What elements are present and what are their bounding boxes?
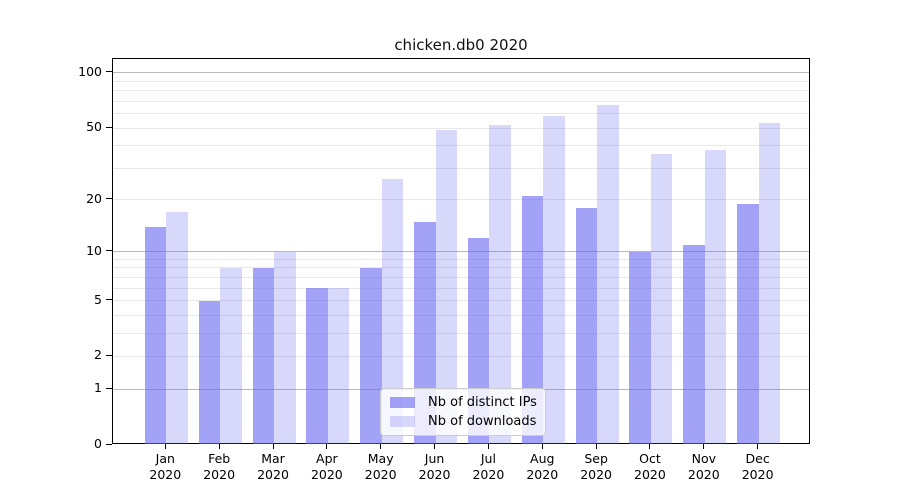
bar-distinct-ips-aug	[521, 195, 544, 444]
bar-distinct-ips-apr	[306, 288, 328, 444]
gridline-minor-5	[113, 300, 809, 302]
gridline-minor-3	[113, 332, 809, 334]
gridline-minor-30	[113, 167, 809, 169]
legend-swatch-distinct-ips-icon	[390, 397, 415, 408]
bar-distinct-ips-feb	[198, 300, 221, 444]
x-tick-mark-aug	[541, 444, 543, 449]
bar-downloads-aug	[543, 116, 565, 444]
x-tick-mark-sep	[595, 444, 597, 449]
x-tick-label-mar: Mar 2020	[257, 451, 289, 482]
bar-downloads-jun	[435, 129, 458, 444]
x-tick-mark-jul	[487, 444, 489, 449]
bar-downloads-sep	[597, 104, 619, 444]
x-tick-mark-dec	[757, 444, 759, 449]
bar-distinct-ips-may	[360, 267, 382, 444]
y-tick-mark-0	[106, 443, 112, 445]
y-tick-mark-50	[106, 126, 112, 128]
gridline-minor-7	[113, 276, 809, 278]
bar-downloads-apr	[327, 288, 350, 444]
bar-downloads-may	[381, 179, 404, 444]
bar-downloads-nov	[704, 149, 727, 444]
gridline-minor-70	[113, 100, 809, 102]
bar-downloads-oct	[650, 153, 673, 444]
gridline-minor-20	[113, 199, 809, 201]
x-tick-label-feb: Feb 2020	[203, 451, 236, 482]
bar-distinct-ips-nov	[683, 244, 705, 444]
gridline-minor-50	[113, 127, 809, 129]
y-tick-mark-5	[106, 299, 112, 301]
x-tick-label-sep: Sep 2020	[580, 451, 612, 482]
gridline-minor-80	[113, 90, 809, 92]
y-tick-label-10: 10	[86, 242, 102, 258]
x-tick-label-dec: Dec 2020	[741, 451, 774, 482]
bar-distinct-ips-mar	[252, 267, 274, 444]
bar-distinct-ips-oct	[629, 251, 651, 444]
x-tick-label-may: May 2020	[364, 451, 397, 482]
x-tick-label-apr: Apr 2020	[310, 451, 343, 482]
y-tick-label-100: 100	[78, 63, 102, 79]
bar-distinct-ips-sep	[575, 207, 598, 444]
legend: Nb of distinct IPs Nb of downloads	[380, 388, 546, 436]
y-tick-label-5: 5	[94, 291, 102, 307]
y-tick-mark-20	[106, 198, 112, 200]
gridline-minor-4	[113, 314, 809, 316]
gridline-minor-6	[113, 287, 809, 289]
x-tick-label-jan: Jan 2020	[149, 451, 182, 482]
bar-downloads-jul	[489, 124, 511, 444]
y-tick-mark-10	[106, 250, 112, 252]
x-tick-mark-may	[380, 444, 382, 449]
x-tick-label-jun: Jun 2020	[418, 451, 451, 482]
x-tick-mark-nov	[703, 444, 705, 449]
bar-downloads-mar	[274, 251, 296, 444]
gridline-major-100	[113, 72, 809, 74]
gridline-minor-2	[113, 355, 809, 357]
gridline-minor-90	[113, 80, 809, 82]
x-tick-mark-feb	[218, 444, 220, 449]
legend-item-downloads: Nb of downloads	[390, 414, 536, 429]
legend-label-downloads: Nb of downloads	[428, 414, 537, 429]
x-tick-mark-jan	[164, 444, 166, 449]
x-tick-label-jul: Jul 2020	[472, 451, 505, 482]
x-tick-label-oct: Oct 2020	[634, 451, 666, 482]
y-tick-mark-100	[106, 71, 112, 73]
y-tick-mark-1	[106, 387, 112, 389]
bar-downloads-jan	[166, 212, 188, 444]
x-tick-mark-mar	[272, 444, 274, 449]
bar-distinct-ips-dec	[737, 203, 759, 444]
y-tick-mark-2	[106, 354, 112, 356]
y-tick-label-50: 50	[86, 119, 102, 135]
gridline-minor-9	[113, 258, 809, 260]
legend-item-distinct-ips: Nb of distinct IPs	[390, 395, 537, 410]
x-tick-mark-apr	[326, 444, 328, 449]
chart-title: chicken.db0 2020	[394, 36, 528, 54]
x-tick-label-aug: Aug 2020	[526, 451, 559, 482]
gridline-minor-40	[113, 145, 809, 147]
gridline-minor-8	[113, 267, 809, 269]
plot-area	[112, 58, 810, 444]
x-tick-mark-jun	[434, 444, 436, 449]
y-tick-label-2: 2	[94, 347, 102, 363]
y-tick-label-20: 20	[86, 190, 102, 206]
bar-downloads-dec	[758, 123, 781, 444]
x-tick-mark-oct	[649, 444, 651, 449]
x-tick-label-nov: Nov 2020	[687, 451, 720, 482]
bar-distinct-ips-jan	[144, 226, 167, 444]
y-tick-label-0: 0	[94, 436, 102, 451]
bar-downloads-feb	[220, 267, 242, 444]
gridline-major-10	[113, 251, 809, 253]
legend-swatch-downloads-icon	[390, 416, 415, 427]
gridline-minor-60	[113, 113, 809, 115]
legend-label-distinct-ips: Nb of distinct IPs	[428, 395, 537, 410]
y-tick-label-1: 1	[94, 380, 102, 396]
